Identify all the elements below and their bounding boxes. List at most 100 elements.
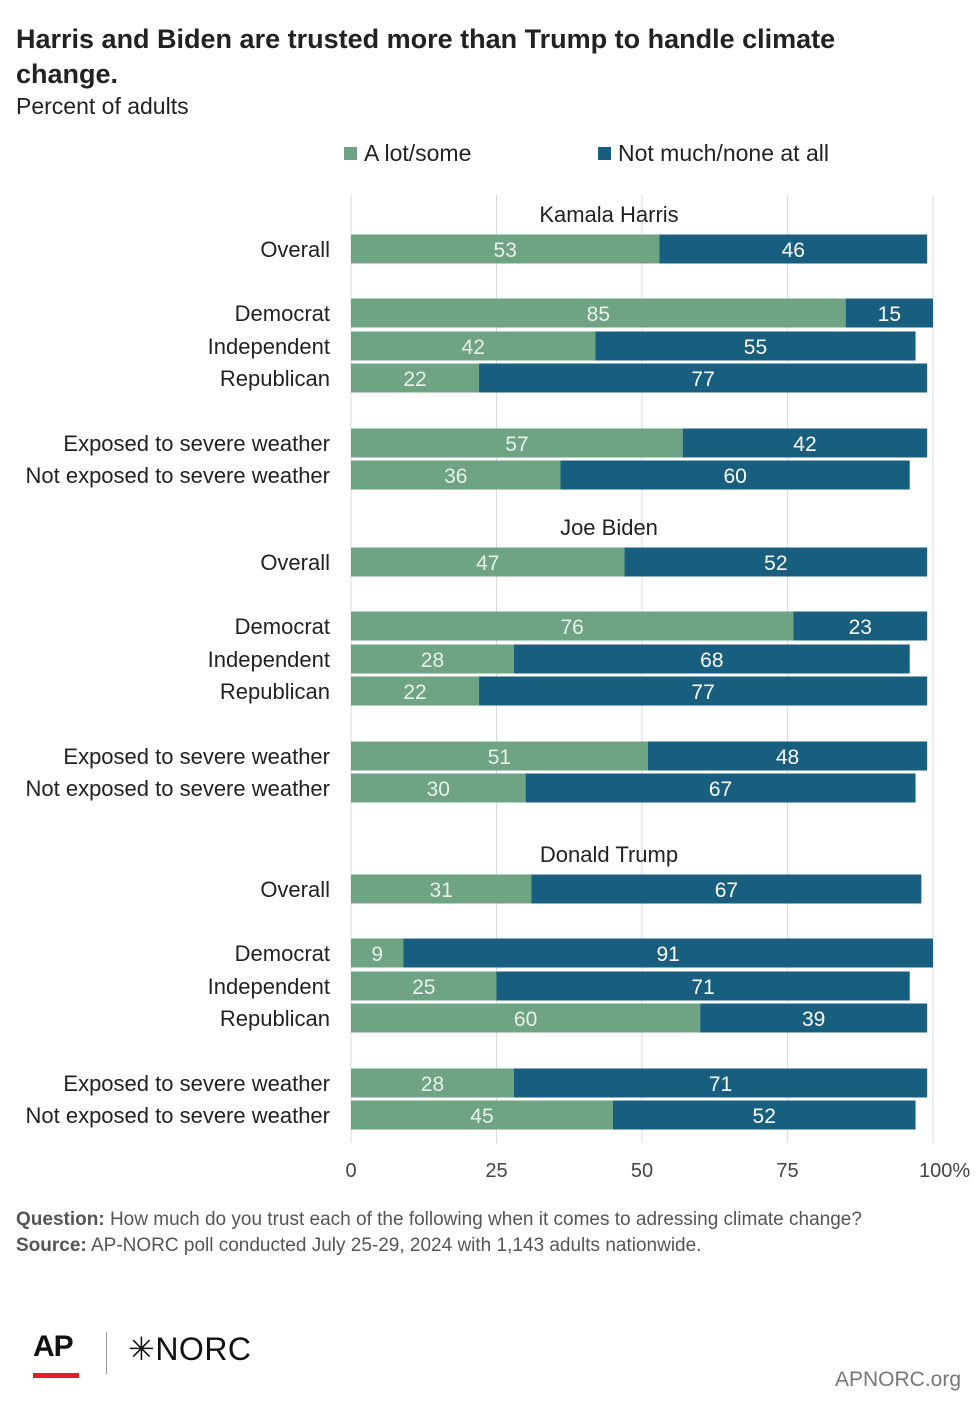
bar-segment bbox=[525, 773, 916, 803]
data-label: 60 bbox=[514, 1008, 537, 1031]
logos: AP ✳NORC bbox=[33, 1330, 333, 1380]
data-label: 22 bbox=[403, 681, 426, 704]
data-label: 9 bbox=[371, 943, 383, 966]
group-title-1: Joe Biden bbox=[560, 515, 658, 540]
row-label: Overall bbox=[260, 237, 330, 262]
data-label: 39 bbox=[802, 1008, 825, 1031]
bar-segment bbox=[351, 1003, 701, 1033]
bar-segment bbox=[624, 547, 928, 577]
ap-logo: AP bbox=[33, 1330, 74, 1363]
data-label: 42 bbox=[793, 433, 816, 456]
bar-segment bbox=[351, 644, 514, 674]
row-label: Exposed to severe weather bbox=[63, 431, 330, 456]
legend-item-lot-some: A lot/some bbox=[344, 140, 471, 167]
data-label: 23 bbox=[849, 616, 872, 639]
bar-segment bbox=[351, 547, 625, 577]
bar-segment bbox=[793, 611, 928, 641]
data-label: 71 bbox=[709, 1073, 732, 1096]
question-text: How much do you trust each of the follow… bbox=[109, 1209, 862, 1230]
data-label: 28 bbox=[421, 1073, 444, 1096]
bar-segment bbox=[496, 971, 910, 1001]
question-note: Question: How much do you trust each of … bbox=[16, 1207, 946, 1233]
data-label: 77 bbox=[691, 368, 714, 391]
data-label: 71 bbox=[691, 976, 714, 999]
bar-segment bbox=[351, 874, 532, 904]
data-label: 47 bbox=[476, 552, 499, 575]
row-label: Overall bbox=[260, 550, 330, 575]
data-label: 22 bbox=[403, 368, 426, 391]
data-label: 60 bbox=[723, 465, 746, 488]
data-label: 76 bbox=[560, 616, 583, 639]
bar-segment bbox=[351, 460, 561, 490]
question-label: Question: bbox=[16, 1209, 105, 1230]
data-label: 15 bbox=[878, 303, 901, 326]
data-label: 53 bbox=[494, 239, 517, 262]
bar-segment bbox=[351, 611, 794, 641]
data-label: 57 bbox=[505, 433, 528, 456]
bar-segment bbox=[351, 676, 480, 706]
bar-segment bbox=[351, 428, 683, 458]
row-label: Independent bbox=[208, 974, 330, 999]
norc-logo: ✳NORC bbox=[128, 1330, 252, 1368]
row-label: Democrat bbox=[235, 941, 330, 966]
row-label: Not exposed to severe weather bbox=[25, 1103, 330, 1128]
legend-item-not-much: Not much/none at all bbox=[598, 140, 829, 167]
data-label: 55 bbox=[744, 336, 767, 359]
bar-segment bbox=[513, 1068, 928, 1098]
bar-segment bbox=[351, 971, 497, 1001]
ap-logo-bar bbox=[33, 1373, 79, 1378]
data-label: 48 bbox=[776, 746, 799, 769]
bar-segment bbox=[647, 741, 928, 771]
row-label: Democrat bbox=[235, 614, 330, 639]
chart-legend: A lot/some Not much/none at all bbox=[0, 140, 977, 170]
x-tick-label-0: 0 bbox=[345, 1160, 356, 1182]
bar-segment bbox=[351, 1100, 613, 1130]
group-title-0: Kamala Harris bbox=[539, 202, 678, 227]
bar-segment bbox=[403, 938, 933, 968]
group-title-2: Donald Trump bbox=[540, 842, 678, 867]
bar-segment bbox=[351, 938, 404, 968]
bar-segment bbox=[479, 363, 928, 393]
data-label: 45 bbox=[470, 1105, 493, 1128]
bar-segment bbox=[659, 234, 928, 264]
norc-mark-icon: ✳ bbox=[128, 1331, 156, 1367]
legend-swatch-lot-some bbox=[344, 147, 357, 160]
x-tick-label-4: 100% bbox=[919, 1160, 970, 1182]
data-label: 25 bbox=[412, 976, 435, 999]
data-label: 31 bbox=[430, 879, 453, 902]
data-label: 67 bbox=[715, 879, 738, 902]
bar-segment bbox=[351, 331, 596, 361]
data-label: 30 bbox=[427, 778, 450, 801]
bar-segment bbox=[479, 676, 928, 706]
x-tick-label-3: 75 bbox=[776, 1160, 798, 1182]
x-tick-label-1: 25 bbox=[485, 1160, 507, 1182]
bar-segment bbox=[595, 331, 916, 361]
bar-segment bbox=[351, 773, 526, 803]
bar-segment bbox=[612, 1100, 916, 1130]
row-label: Republican bbox=[220, 366, 330, 391]
norc-logo-text: NORC bbox=[155, 1331, 252, 1367]
row-label: Independent bbox=[208, 334, 330, 359]
row-label: Not exposed to severe weather bbox=[25, 463, 330, 488]
row-label: Democrat bbox=[235, 301, 330, 326]
data-label: 36 bbox=[444, 465, 467, 488]
legend-label-not-much: Not much/none at all bbox=[618, 140, 829, 166]
data-label: 51 bbox=[488, 746, 511, 769]
data-label: 77 bbox=[691, 681, 714, 704]
bar-segment bbox=[560, 460, 910, 490]
row-label: Independent bbox=[208, 647, 330, 672]
data-label: 52 bbox=[764, 552, 787, 575]
bar-segment bbox=[351, 298, 846, 328]
bar-segment bbox=[682, 428, 928, 458]
source-label: Source: bbox=[16, 1235, 87, 1256]
data-label: 28 bbox=[421, 649, 444, 672]
row-label: Overall bbox=[260, 877, 330, 902]
legend-label-lot-some: A lot/some bbox=[364, 140, 472, 166]
data-label: 68 bbox=[700, 649, 723, 672]
source-note: Source: AP-NORC poll conducted July 25-2… bbox=[16, 1233, 946, 1259]
data-label: 42 bbox=[462, 336, 485, 359]
chart-title: Harris and Biden are trusted more than T… bbox=[16, 24, 836, 89]
data-label: 67 bbox=[709, 778, 732, 801]
row-label: Exposed to severe weather bbox=[63, 1071, 330, 1096]
bar-segment bbox=[351, 1068, 514, 1098]
